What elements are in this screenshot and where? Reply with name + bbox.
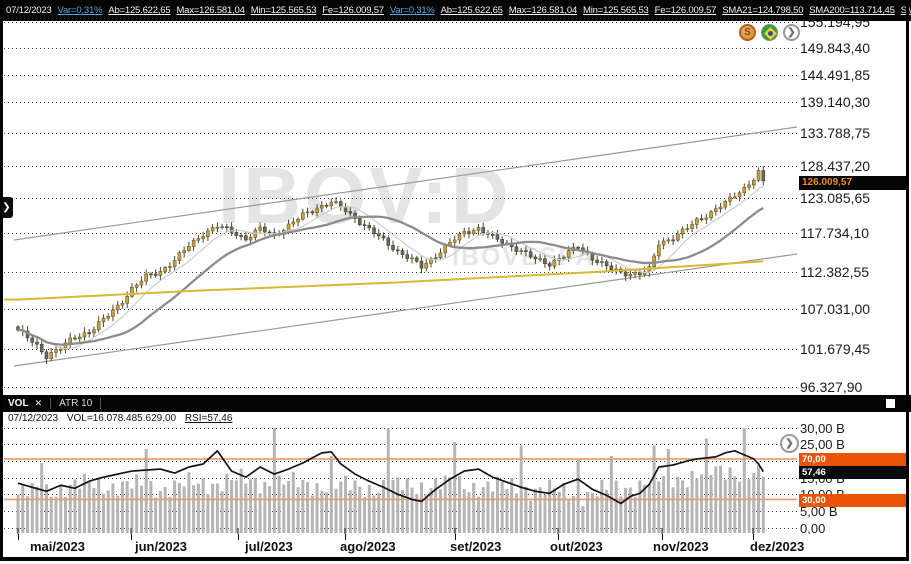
border-left (0, 0, 3, 561)
volume-rsi-plot[interactable] (4, 412, 797, 534)
price-axis-label: 117.734,10 (800, 225, 870, 241)
month-label: ago/2023 (340, 539, 396, 554)
header-item[interactable]: SMA (901, 5, 911, 16)
price-axis-label: 107.031,00 (800, 301, 871, 317)
price-axis-label: 133.788,75 (800, 125, 871, 141)
rsi-level-tag: 70,00 (799, 453, 906, 466)
header-item[interactable]: Ab=125.622,65 (440, 5, 503, 16)
tab-atr10[interactable]: ATR 10 (59, 398, 93, 409)
month-tick (753, 534, 754, 540)
header-item[interactable]: SMA21=124.798,50 (722, 5, 804, 16)
header-item[interactable]: Fe=126.009,57 (322, 5, 384, 16)
header-item[interactable]: Var=0,31% (57, 5, 103, 16)
info-date: 07/12/2023 (8, 413, 59, 424)
price-axis-label: 149.843,40 (800, 40, 871, 56)
price-axis-label: 101.679,45 (800, 341, 871, 357)
ohlc-header: 07/12/2023 Var=0,31% Ab=125.622,65 Max=126.… (0, 0, 911, 21)
border-bottom (0, 557, 909, 561)
expand-panel-button[interactable]: ❯ (0, 197, 13, 218)
month-tick (662, 534, 663, 540)
volume-axis-label: 25,00 B (800, 437, 845, 452)
month-tick (345, 534, 346, 540)
info-rsi[interactable]: RSI=57,46 (184, 413, 233, 424)
month-label: dez/2023 (750, 539, 805, 554)
close-icon[interactable]: ✕ (34, 398, 43, 408)
month-tick (455, 534, 456, 540)
header-item[interactable]: Min=125.565,53 (583, 5, 649, 16)
border-right (906, 0, 909, 561)
tab-divider (100, 398, 102, 409)
header-item[interactable]: Min=125.565,53 (250, 5, 317, 16)
month-label: out/2023 (550, 539, 603, 554)
tab-divider (50, 398, 52, 409)
brazil-flag-icon[interactable] (761, 24, 778, 41)
header-item[interactable]: SMA200=113.714,45 (809, 5, 895, 16)
flag-globe (767, 30, 773, 36)
month-label: mai/2023 (30, 539, 85, 554)
month-tick (131, 534, 132, 540)
coin-s-icon[interactable]: S (739, 24, 756, 41)
tab-vol[interactable]: VOL (8, 398, 29, 409)
price-axis-label: 139.140,30 (800, 94, 871, 110)
month-tick (558, 534, 559, 540)
month-label: jul/2023 (245, 539, 293, 554)
header-item[interactable]: Fe=126.009,57 (654, 5, 717, 16)
month-tick (18, 534, 19, 540)
chevron-right-icon[interactable]: ❯ (783, 24, 800, 41)
price-axis-label: 112.382,55 (800, 264, 870, 280)
month-label: set/2023 (450, 539, 502, 554)
volume-axis-label: 0,00 (800, 521, 826, 536)
rsi-level-tag: 57,46 (799, 466, 906, 479)
watermark-symbol: IBOV:D (218, 151, 512, 240)
volume-axis-label: 5,00 B (800, 504, 838, 519)
info-volume: VOL=16.078.485.629,00 (66, 413, 177, 424)
price-chart-plot[interactable] (4, 22, 797, 395)
last-price-tag: 126.009,57 (799, 176, 906, 190)
price-axis-label: 144.491,85 (800, 67, 871, 83)
price-axis-label: 123.085,65 (800, 190, 871, 206)
expand-volume-pane-icon[interactable]: ❯ (780, 434, 799, 453)
header-item[interactable]: Max=126.581,04 (176, 5, 245, 16)
header-item: 07/12/2023 (6, 5, 52, 16)
volume-axis-label: 30,00 B (800, 421, 845, 436)
header-item[interactable]: Ab=125.622,65 (108, 5, 171, 16)
header-item[interactable]: Max=126.581,04 (508, 5, 578, 16)
indicator-tab-bar: VOL ✕ ATR 10 (0, 395, 911, 412)
month-label: jun/2023 (135, 539, 188, 554)
rsi-level-tag: 30,00 (799, 494, 906, 507)
maximize-pane-icon[interactable] (886, 399, 895, 408)
month-label: nov/2023 (653, 539, 709, 554)
header-item[interactable]: Var=0,31% (389, 5, 435, 16)
date-axis: mai/2023 jun/2023 jul/2023 ago/2023 set/2023… (0, 534, 911, 557)
price-axis-label: 128.437,20 (800, 158, 871, 174)
volume-info-row: 07/12/2023 VOL=16.078.485.629,00 RSI=57,… (8, 413, 238, 424)
price-axis-label: 96.327,90 (800, 379, 863, 395)
month-tick (238, 534, 239, 540)
